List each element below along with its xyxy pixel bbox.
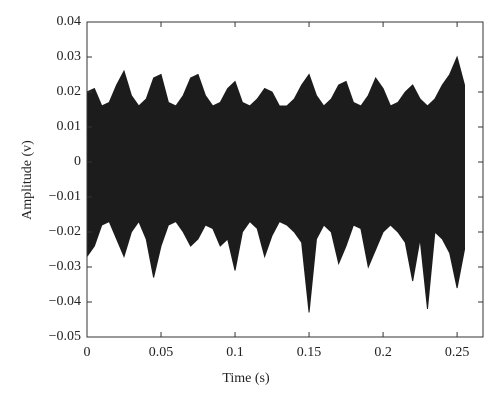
- x-tick-label: 0.2: [374, 345, 392, 360]
- x-tick-label: 0.05: [149, 345, 174, 360]
- x-tick-label: 0: [84, 345, 91, 360]
- plot-frame: [86, 21, 484, 338]
- upper-envelope: [86, 55, 465, 163]
- y-tick-label: −0.01: [49, 189, 81, 204]
- x-tick-label: 0.25: [445, 345, 470, 360]
- y-tick-label: 0.03: [57, 49, 82, 64]
- x-tick-label: 0.15: [297, 345, 322, 360]
- y-tick-label: −0.04: [49, 294, 81, 309]
- y-tick-label: 0: [74, 154, 81, 169]
- y-tick-label: 0.01: [57, 119, 82, 134]
- lower-envelope: [86, 161, 465, 313]
- y-tick-label: −0.02: [49, 224, 81, 239]
- y-tick-label: 0.04: [57, 14, 82, 29]
- y-axis-label: Amplitude (v): [20, 140, 35, 220]
- y-tick-label: −0.05: [49, 329, 81, 344]
- x-axis-label: Time (s): [222, 371, 270, 386]
- x-tick-label: 0.1: [226, 345, 244, 360]
- y-tick-label: 0.02: [57, 84, 82, 99]
- y-tick-label: −0.03: [49, 259, 81, 274]
